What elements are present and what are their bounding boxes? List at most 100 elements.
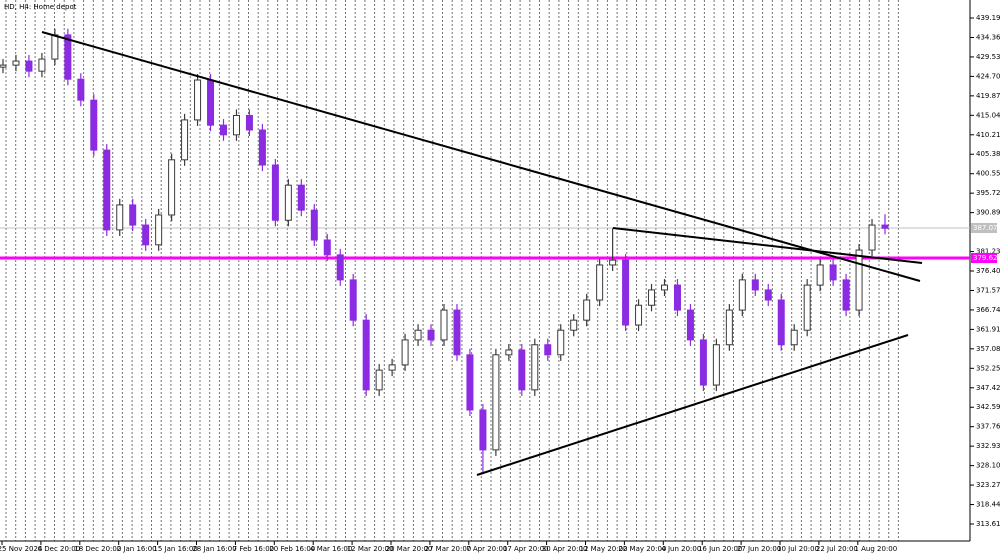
trendline bbox=[41, 31, 921, 282]
x-tick-label: 25 Nov 2024 bbox=[0, 545, 43, 553]
y-tick-label: 415.04 bbox=[976, 111, 1000, 119]
candle-body bbox=[829, 264, 837, 281]
y-tick-label: 429.53 bbox=[976, 53, 1000, 61]
candle-body bbox=[648, 289, 656, 306]
y-tick-label: 337.76 bbox=[976, 423, 1000, 431]
y-tick-label: 419.87 bbox=[976, 92, 1000, 100]
candle-body bbox=[388, 364, 396, 371]
candle-body bbox=[116, 204, 124, 231]
x-tick-label: 2 Jan 16:00 bbox=[117, 545, 157, 553]
candle-body bbox=[531, 344, 539, 391]
candle-body bbox=[64, 34, 72, 80]
candle-body bbox=[362, 319, 370, 391]
y-tick-label: 424.70 bbox=[976, 72, 1000, 80]
candle-body bbox=[0, 64, 7, 68]
candle-body bbox=[609, 259, 617, 266]
candle-body bbox=[414, 329, 422, 341]
y-tick-label: 405.38 bbox=[976, 150, 1000, 158]
chart-title: HD, H4: Home depot bbox=[4, 3, 77, 11]
candle-body bbox=[596, 264, 604, 301]
candle-body bbox=[699, 339, 707, 386]
candle-body bbox=[349, 279, 357, 321]
candle-body bbox=[427, 329, 435, 341]
y-tick-label: 318.44 bbox=[976, 501, 1000, 509]
candle-body bbox=[207, 79, 215, 126]
y-tick-label: 410.21 bbox=[976, 131, 1000, 139]
candle-body bbox=[220, 124, 227, 136]
candle-body bbox=[245, 114, 253, 131]
y-tick-label: 361.91 bbox=[976, 325, 1000, 333]
x-tick-label: 4 Mar 16:00 bbox=[310, 545, 352, 553]
price-level-box bbox=[971, 253, 997, 264]
candle-body bbox=[764, 289, 772, 301]
trendlines bbox=[41, 31, 923, 476]
candle-body bbox=[855, 249, 863, 311]
x-tick-label: 22 Jul 20:00 bbox=[816, 545, 858, 553]
x-tick-label: 20 Mar 20:00 bbox=[386, 545, 433, 553]
candle-body bbox=[466, 354, 474, 411]
candle-body bbox=[90, 99, 98, 151]
x-tick-label: 6 Dec 20:00 bbox=[38, 545, 81, 553]
y-tick-label: 357.08 bbox=[976, 345, 1000, 353]
price-level-label: 379.62 bbox=[973, 254, 998, 262]
candle-body bbox=[583, 299, 591, 321]
candle-body bbox=[194, 79, 202, 121]
candle-body bbox=[12, 60, 20, 66]
candle-body bbox=[77, 78, 85, 101]
candle-body bbox=[803, 284, 811, 331]
candle-body bbox=[686, 309, 694, 341]
candle-body bbox=[544, 344, 552, 356]
candle-body bbox=[103, 149, 111, 231]
y-tick-label: 347.42 bbox=[976, 384, 1000, 392]
candle-body bbox=[738, 279, 746, 311]
y-tick-label: 376.40 bbox=[976, 267, 1000, 275]
candle-body bbox=[258, 129, 266, 166]
x-tick-label: 7 Feb 16:00 bbox=[233, 545, 274, 553]
candle-body bbox=[232, 114, 240, 136]
candle-body bbox=[323, 239, 331, 256]
candle-body bbox=[38, 58, 46, 72]
candle-body bbox=[673, 284, 681, 311]
y-tick-label: 395.72 bbox=[976, 189, 1000, 197]
candle-body bbox=[168, 159, 176, 216]
candle-body bbox=[375, 369, 383, 391]
price-level-label: 387.07 bbox=[973, 224, 998, 232]
x-tick-label: 18 Dec 20:00 bbox=[74, 545, 121, 553]
y-tick-label: 439.19 bbox=[976, 14, 1000, 22]
candle-body bbox=[401, 339, 409, 366]
candle-body bbox=[284, 184, 292, 221]
x-tick-label: 7 Apr 20:00 bbox=[466, 545, 507, 553]
x-tick-label: 17 Apr 20:00 bbox=[503, 545, 549, 553]
y-tick-label: 332.93 bbox=[976, 442, 1000, 450]
y-tick-label: 400.55 bbox=[976, 170, 1000, 178]
y-tick-label: 323.27 bbox=[976, 481, 1000, 489]
candle-body bbox=[557, 329, 565, 356]
x-tick-label: 16 Jun 20:00 bbox=[698, 545, 742, 553]
x-tick-label: 20 Feb 16:00 bbox=[269, 545, 315, 553]
x-tick-label: 4 Jun 20:00 bbox=[661, 545, 701, 553]
y-tick-label: 352.25 bbox=[976, 364, 1000, 372]
x-tick-label: 27 Jun 20:00 bbox=[737, 545, 781, 553]
x-tick-label: 22 May 20:00 bbox=[618, 545, 666, 553]
y-tick-label: 390.89 bbox=[976, 209, 1000, 217]
candle-body bbox=[816, 264, 824, 286]
x-tick-label: 15 Jan 16:00 bbox=[153, 545, 197, 553]
candle-body bbox=[622, 259, 630, 326]
candle-body bbox=[453, 309, 461, 356]
candle-body bbox=[310, 209, 318, 241]
candle-body bbox=[881, 224, 889, 229]
x-tick-label: 12 Mar 20:00 bbox=[347, 545, 394, 553]
candle-body bbox=[570, 319, 578, 331]
candle-body bbox=[129, 204, 137, 226]
candle-body bbox=[297, 184, 305, 211]
candle-body bbox=[712, 344, 720, 386]
x-tick-label: 10 Jul 20:00 bbox=[777, 545, 819, 553]
candle-body bbox=[51, 34, 59, 60]
x-tick-label: 30 Apr 20:00 bbox=[542, 545, 588, 553]
candle-body bbox=[635, 304, 643, 326]
y-tick-label: 371.57 bbox=[976, 286, 1000, 294]
candle-body bbox=[790, 329, 798, 346]
y-tick-label: 313.61 bbox=[976, 520, 1000, 528]
trendline bbox=[476, 334, 909, 476]
